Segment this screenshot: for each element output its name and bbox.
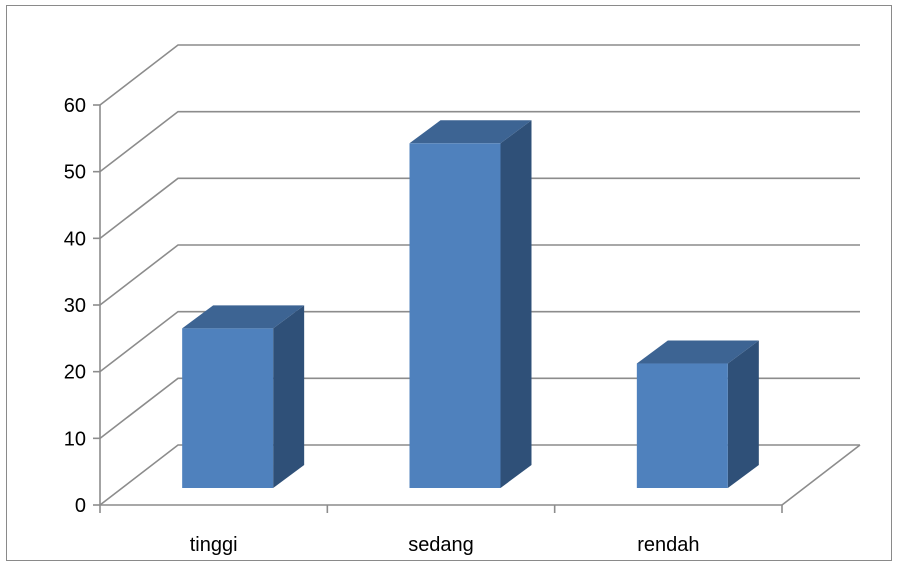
y-tick-label-20: 20 (64, 362, 86, 384)
gridline-50 (99, 110, 860, 173)
bar-top-rendah (636, 340, 759, 364)
x-tick-label-sedang: sedang (408, 534, 474, 556)
x-tick-label-tinggi: tinggi (190, 534, 238, 556)
gridline-0 (99, 444, 860, 506)
y-tick-label-60: 60 (64, 95, 86, 117)
y-tick-label-40: 40 (64, 228, 86, 250)
gridline-30 (99, 244, 860, 306)
gridline-10 (99, 377, 860, 439)
bar-front-rendah (636, 363, 728, 488)
y-tick-label-0: 0 (75, 495, 86, 517)
x-tick-label-rendah: rendah (637, 534, 699, 556)
bar-front-sedang (409, 143, 501, 489)
y-tick-label-10: 10 (64, 428, 86, 450)
bar-side-sedang (500, 120, 532, 489)
bar-top-sedang (409, 120, 532, 144)
bars (182, 120, 759, 489)
bar-side-tinggi (273, 305, 305, 488)
y-tick-label-50: 50 (64, 162, 86, 184)
bar-front-tinggi (182, 328, 274, 488)
floor-right-edge (781, 444, 861, 506)
labels: 0 10 20 30 40 50 60 tinggi sedang rendah (64, 95, 700, 556)
bar-tinggi (182, 305, 305, 488)
bar-side-rendah (727, 340, 759, 488)
grid (99, 44, 860, 506)
gridline-20 (99, 310, 860, 373)
bar-top-tinggi (182, 305, 305, 329)
gridline-60 (99, 44, 860, 106)
bar-sedang (409, 120, 532, 489)
gridline-40 (99, 177, 860, 239)
axes (93, 104, 861, 513)
bar-rendah (636, 340, 759, 488)
y-tick-label-30: 30 (64, 295, 86, 317)
